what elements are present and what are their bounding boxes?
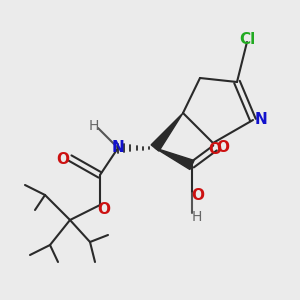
Text: H: H	[89, 119, 99, 133]
Text: O: O	[56, 152, 70, 167]
Text: O: O	[208, 142, 221, 157]
Text: O: O	[191, 188, 205, 202]
Text: O: O	[98, 202, 110, 217]
Text: Cl: Cl	[239, 32, 255, 47]
Polygon shape	[151, 113, 183, 151]
Text: H: H	[192, 210, 202, 224]
Text: N: N	[112, 140, 124, 155]
Text: O: O	[217, 140, 230, 155]
Polygon shape	[155, 148, 194, 170]
Text: N: N	[255, 112, 267, 128]
